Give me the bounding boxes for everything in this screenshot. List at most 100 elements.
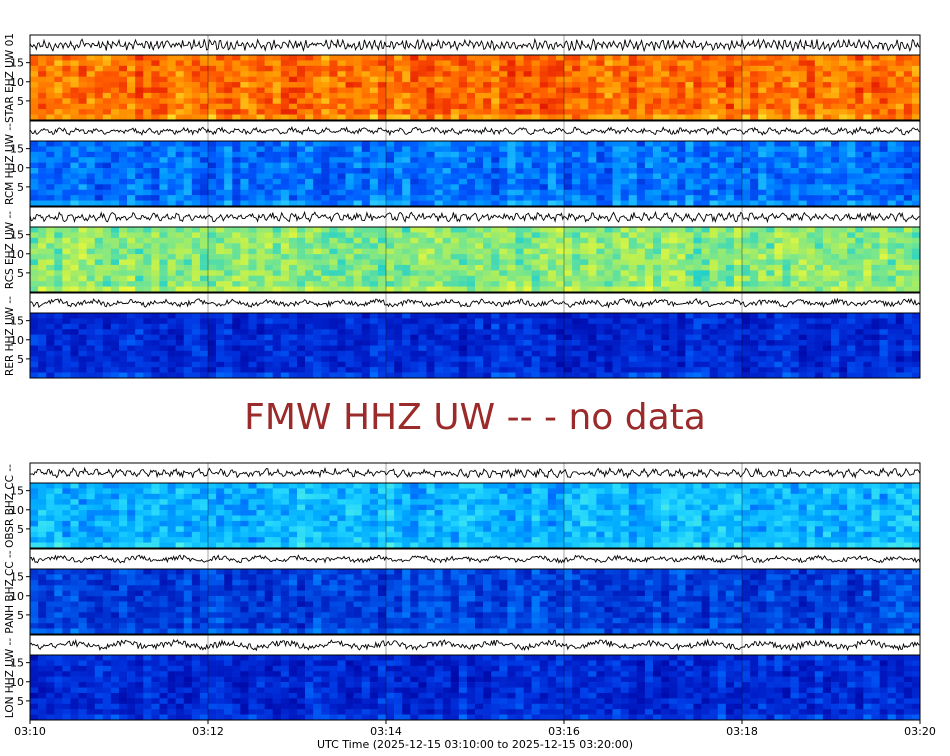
- spectrogram-cell: [70, 286, 79, 293]
- spectrogram-cell: [822, 60, 832, 67]
- spectrogram-cell: [119, 350, 128, 357]
- spectrogram-cell: [483, 334, 492, 341]
- spectrogram-cell: [119, 345, 128, 352]
- spectrogram-cell: [151, 318, 160, 325]
- spectrogram-cell: [628, 141, 638, 147]
- spectrogram-cell: [669, 248, 678, 255]
- spectrogram-cell: [70, 200, 79, 207]
- spectrogram-cell: [822, 55, 832, 61]
- spectrogram-cell: [377, 270, 387, 277]
- spectrogram-cell: [523, 340, 532, 346]
- spectrogram-cell: [110, 178, 120, 185]
- spectrogram-cell: [78, 361, 87, 368]
- spectrogram-cell: [119, 232, 128, 239]
- spectrogram-cell: [596, 248, 605, 255]
- spectrogram-cell: [442, 76, 452, 83]
- spectrogram-cell: [742, 264, 751, 271]
- spectrogram-cell: [701, 329, 710, 335]
- spectrogram-cell: [248, 259, 257, 266]
- spectrogram-cell: [790, 146, 799, 153]
- spectrogram-cell: [790, 237, 799, 244]
- spectrogram-cell: [806, 232, 816, 239]
- spectrogram-cell: [847, 71, 856, 77]
- spectrogram-cell: [782, 151, 791, 158]
- spectrogram-cell: [135, 109, 144, 115]
- spectrogram-cell: [733, 184, 743, 191]
- spectrogram-cell: [151, 313, 160, 319]
- spectrogram-cell: [78, 109, 87, 115]
- spectrogram-cell: [369, 195, 379, 201]
- spectrogram-cell: [442, 350, 452, 357]
- spectrogram-cell: [475, 329, 484, 335]
- spectrogram-cell: [491, 200, 500, 207]
- spectrogram-cell: [612, 264, 621, 271]
- spectrogram-cell: [790, 356, 799, 363]
- spectrogram-cell: [733, 323, 743, 330]
- spectrogram-cell: [305, 173, 314, 180]
- spectrogram-cell: [54, 259, 63, 266]
- spectrogram-cell: [790, 200, 799, 207]
- spectrogram-cell: [879, 178, 888, 185]
- spectrogram-cell: [272, 340, 282, 346]
- spectrogram-cell: [394, 323, 403, 330]
- spectrogram-cell: [515, 92, 524, 99]
- spectrogram-cell: [426, 60, 435, 67]
- spectrogram-cell: [717, 264, 727, 271]
- spectrogram-cell: [458, 98, 468, 105]
- spectrogram-cell: [677, 184, 686, 191]
- spectrogram-cell: [887, 178, 897, 185]
- spectrogram-cell: [475, 270, 484, 277]
- spectrogram-cell: [596, 237, 605, 244]
- spectrogram-cell: [774, 232, 783, 239]
- spectrogram-cell: [191, 275, 201, 282]
- spectrogram-cell: [871, 334, 880, 341]
- spectrogram-cell: [564, 356, 573, 363]
- spectrogram-cell: [143, 227, 152, 233]
- spectrogram-cell: [887, 323, 897, 330]
- spectrogram-cell: [515, 71, 524, 77]
- spectrogram-cell: [523, 323, 532, 330]
- spectrogram-cell: [580, 286, 589, 293]
- spectrogram-cell: [750, 356, 759, 363]
- spectrogram-cell: [102, 173, 112, 180]
- spectrogram-cell: [264, 168, 274, 174]
- spectrogram-cell: [119, 184, 128, 191]
- spectrogram-cell: [224, 243, 233, 249]
- spectrogram-cell: [507, 313, 516, 319]
- spectrogram-cell: [725, 243, 735, 249]
- spectrogram-cell: [369, 109, 379, 115]
- spectrogram-cell: [628, 227, 638, 233]
- spectrogram-cell: [653, 82, 662, 88]
- spectrogram-cell: [750, 270, 759, 277]
- spectrogram-cell: [450, 114, 460, 121]
- spectrogram-cell: [264, 313, 274, 319]
- spectrogram-cell: [709, 356, 719, 363]
- spectrogram-cell: [742, 270, 751, 277]
- spectrogram-cell: [523, 334, 532, 341]
- spectrogram-cell: [127, 103, 136, 110]
- spectrogram-cell: [30, 259, 39, 266]
- spectrogram-cell: [701, 103, 710, 110]
- spectrogram-cell: [256, 248, 265, 255]
- spectrogram-cell: [418, 189, 427, 196]
- spectrogram-cell: [62, 275, 71, 282]
- spectrogram-cell: [685, 270, 694, 277]
- spectrogram-cell: [394, 275, 403, 282]
- spectrogram-cell: [199, 151, 209, 158]
- spectrogram-cell: [38, 350, 47, 357]
- spectrogram-cell: [94, 76, 104, 83]
- spectrogram-cell: [466, 92, 476, 99]
- spectrogram-cell: [531, 275, 541, 282]
- spectrogram-cell: [410, 356, 419, 363]
- spectrogram-cell: [54, 195, 63, 201]
- spectrogram-cell: [895, 237, 905, 244]
- spectrogram-cell: [70, 248, 79, 255]
- spectrogram-cell: [248, 237, 257, 244]
- spectrogram-cell: [70, 356, 79, 363]
- spectrogram-cell: [386, 356, 395, 363]
- spectrogram-cell: [855, 232, 864, 239]
- spectrogram-cell: [458, 87, 468, 94]
- spectrogram-cell: [288, 232, 298, 239]
- spectrogram-cell: [523, 227, 532, 233]
- spectrogram-cell: [596, 103, 605, 110]
